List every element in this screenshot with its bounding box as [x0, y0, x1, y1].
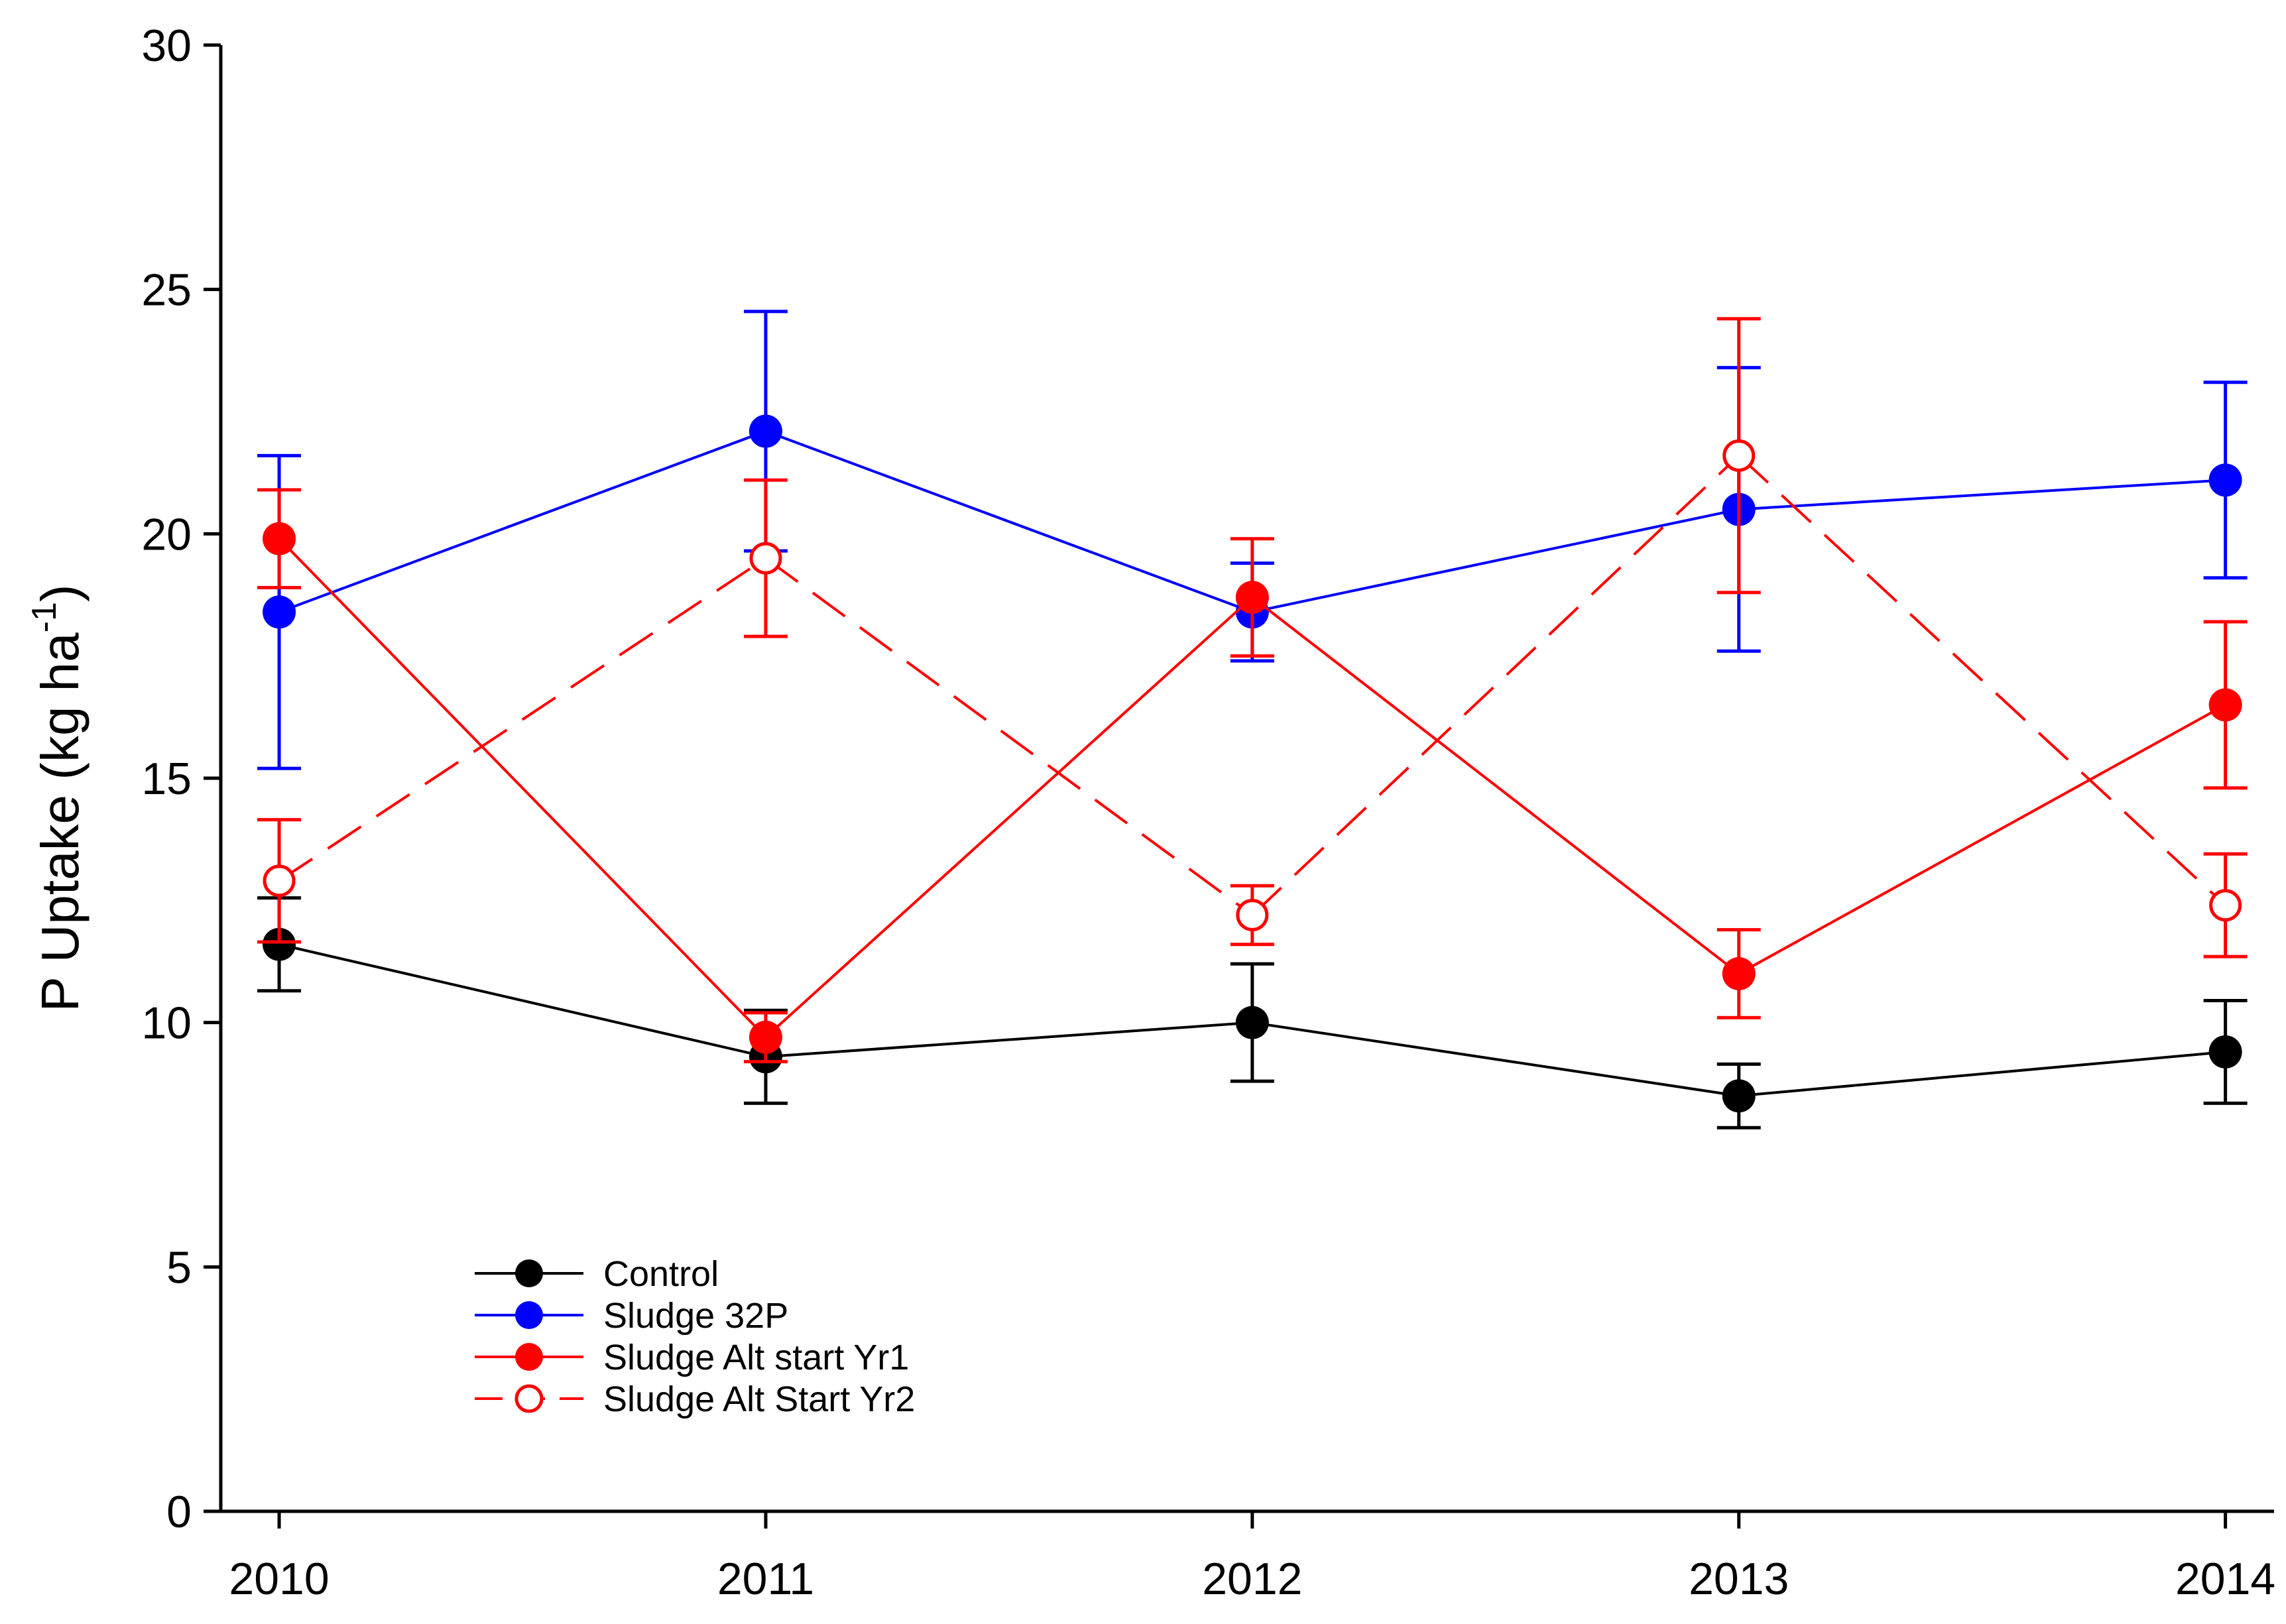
data-point	[1722, 1079, 1756, 1113]
data-point	[1236, 898, 1269, 931]
data-point	[263, 595, 296, 629]
series-line-segment	[1251, 454, 1740, 916]
data-point	[749, 414, 782, 448]
data-point	[263, 864, 296, 898]
x-tick-label: 2011	[717, 1554, 814, 1604]
series-line-segment	[278, 430, 766, 614]
series-line-segment	[765, 1021, 1252, 1059]
y-tick-label: 5	[166, 1242, 192, 1293]
series-line-segment	[1738, 703, 2226, 975]
legend-item: Control	[475, 1254, 719, 1294]
series-line-segment	[1251, 596, 1740, 975]
legend-label: Sludge 32P	[603, 1296, 788, 1336]
legend-label: Control	[603, 1254, 719, 1294]
data-point	[2208, 688, 2242, 722]
series-line-segment	[765, 430, 1253, 614]
series-line-segment	[278, 538, 767, 1039]
series-sludge-alt-start-yr2	[257, 317, 2248, 958]
y-tick-label: 10	[141, 998, 192, 1049]
data-point	[1235, 1006, 1269, 1039]
x-ticks: 2010 2011 2012 2013 2014	[229, 1511, 2275, 1604]
y-tick-label: 30	[141, 21, 192, 71]
legend-item: Sludge 32P	[475, 1296, 788, 1336]
data-point	[749, 542, 782, 575]
data-point	[1722, 439, 1756, 472]
data-point	[2209, 889, 2242, 922]
y-tick-label: 0	[166, 1487, 192, 1537]
y-tick-label: 25	[141, 265, 192, 316]
legend-marker	[514, 1384, 544, 1413]
series-line-segment	[1738, 454, 2226, 907]
y-axis-title-main: P Uptake (kg ha	[30, 632, 90, 1012]
series-sludge-alt-start-yr1	[257, 488, 2248, 1064]
series-line-segment	[1738, 479, 2226, 511]
series-line-segment	[1252, 1021, 1740, 1098]
data-point	[263, 927, 296, 961]
data-point	[263, 522, 296, 555]
data-point	[749, 1020, 782, 1054]
x-tick-label: 2012	[1202, 1554, 1302, 1604]
y-axis-title: P Uptake (kg ha-1)	[25, 584, 90, 1012]
series-line-segment	[278, 943, 766, 1059]
series-line-segment	[764, 596, 1254, 1039]
data-point	[1235, 581, 1269, 614]
legend-marker	[515, 1259, 543, 1287]
legend-label: Sludge Alt start Yr1	[603, 1338, 909, 1377]
series-line-segment	[278, 557, 767, 882]
series-line-segment	[1738, 1050, 2226, 1098]
series-line-segment	[1252, 508, 1740, 614]
data-point	[2208, 463, 2242, 497]
x-tick-label: 2013	[1689, 1554, 1789, 1604]
x-tick-label: 2010	[229, 1554, 329, 1604]
y-axis-title-superscript: -1	[25, 602, 64, 632]
legend-label: Sludge Alt Start Yr2	[603, 1379, 915, 1419]
series-line-segment	[764, 557, 1254, 917]
legend-marker	[515, 1301, 543, 1329]
legend-marker	[515, 1343, 543, 1371]
y-tick-label: 20	[141, 509, 192, 559]
legend-item: Sludge Alt Start Yr2	[475, 1379, 915, 1419]
data-point	[2208, 1035, 2242, 1069]
data-point	[1722, 957, 1756, 990]
legend-item: Sludge Alt start Yr1	[475, 1338, 909, 1377]
y-tick-label: 15	[141, 754, 192, 804]
x-tick-label: 2014	[2175, 1554, 2275, 1604]
y-axis-title-suffix: )	[30, 584, 90, 602]
axes	[219, 45, 2274, 1513]
y-ticks: 0 5 10 15 20 25 30	[141, 21, 221, 1537]
series-layer	[257, 310, 2248, 1130]
